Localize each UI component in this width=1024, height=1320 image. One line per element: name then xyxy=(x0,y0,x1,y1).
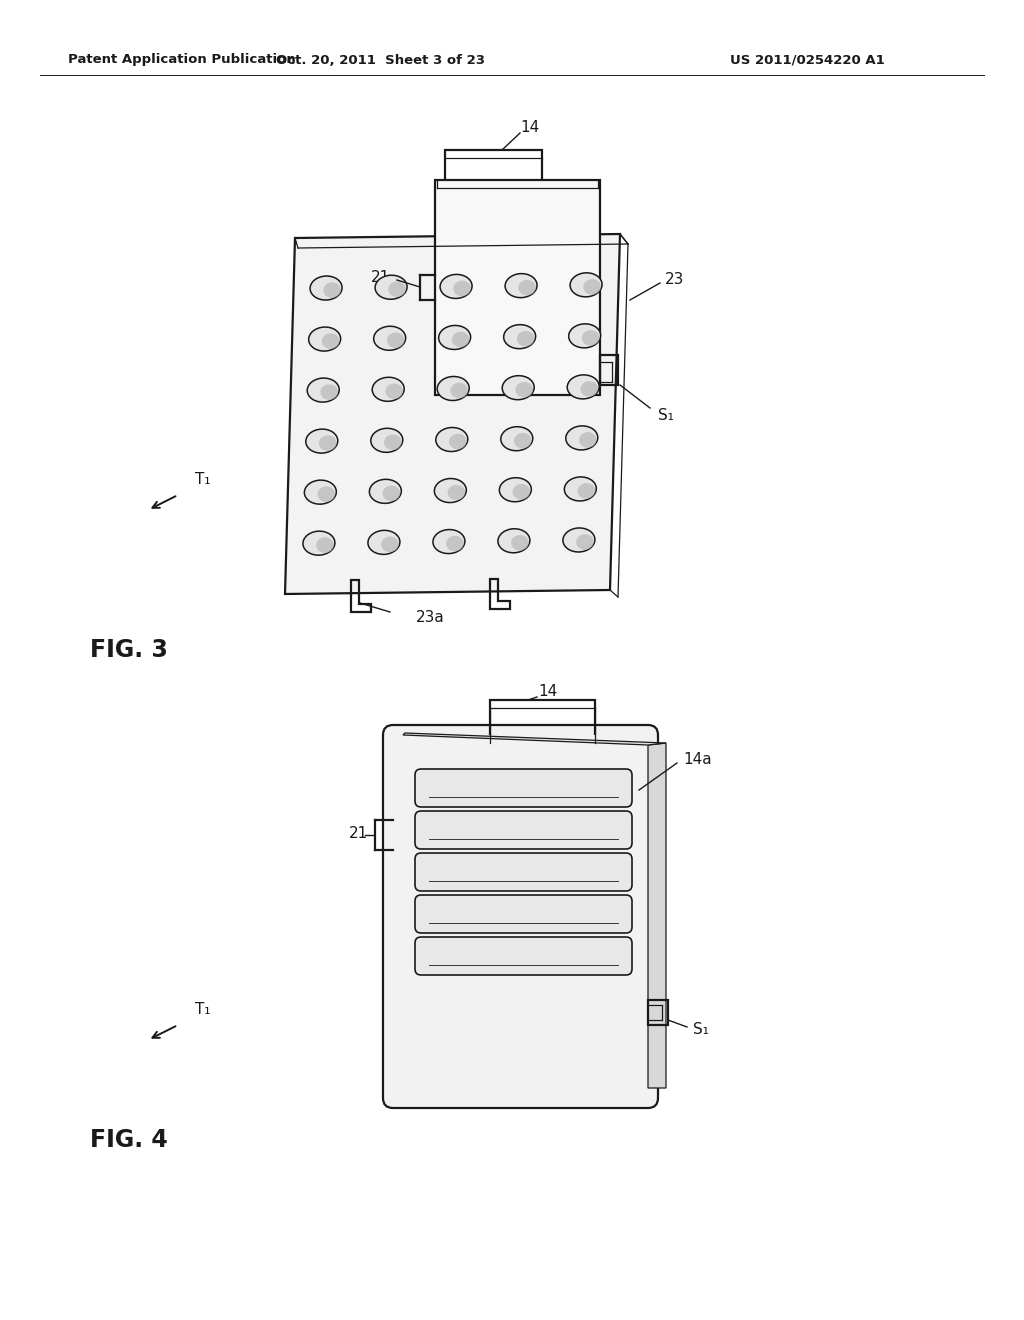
FancyBboxPatch shape xyxy=(415,810,632,849)
Ellipse shape xyxy=(308,327,341,351)
Text: FIG. 3: FIG. 3 xyxy=(90,638,168,663)
Ellipse shape xyxy=(570,273,602,297)
Text: 14: 14 xyxy=(539,685,558,700)
Ellipse shape xyxy=(502,376,535,400)
Ellipse shape xyxy=(584,279,601,294)
Ellipse shape xyxy=(501,426,532,450)
Polygon shape xyxy=(648,743,666,1088)
Ellipse shape xyxy=(451,383,468,399)
Text: S₁: S₁ xyxy=(658,408,674,422)
Ellipse shape xyxy=(511,535,528,550)
Ellipse shape xyxy=(324,282,341,298)
Text: FIG. 4: FIG. 4 xyxy=(90,1129,168,1152)
Ellipse shape xyxy=(322,333,339,348)
Text: 14a: 14a xyxy=(683,752,712,767)
Ellipse shape xyxy=(449,434,467,449)
Ellipse shape xyxy=(385,384,403,399)
Ellipse shape xyxy=(316,537,334,553)
Ellipse shape xyxy=(433,529,465,553)
Text: 23: 23 xyxy=(665,272,684,288)
Ellipse shape xyxy=(381,536,398,552)
Ellipse shape xyxy=(373,378,404,401)
Ellipse shape xyxy=(577,535,594,549)
FancyBboxPatch shape xyxy=(415,853,632,891)
Text: 14: 14 xyxy=(520,120,540,136)
FancyBboxPatch shape xyxy=(415,937,632,975)
Ellipse shape xyxy=(447,484,465,500)
Ellipse shape xyxy=(566,426,598,450)
Ellipse shape xyxy=(383,486,400,502)
Ellipse shape xyxy=(515,381,534,397)
Text: T₁: T₁ xyxy=(195,473,211,487)
Text: T₁: T₁ xyxy=(195,1002,211,1018)
Ellipse shape xyxy=(518,280,536,296)
Ellipse shape xyxy=(371,428,402,453)
Ellipse shape xyxy=(374,326,406,350)
Ellipse shape xyxy=(452,331,469,347)
Ellipse shape xyxy=(582,330,599,346)
Ellipse shape xyxy=(370,479,401,503)
Text: 23a: 23a xyxy=(416,610,444,626)
FancyBboxPatch shape xyxy=(383,725,658,1107)
Text: 21: 21 xyxy=(371,271,390,285)
Ellipse shape xyxy=(384,434,401,450)
Ellipse shape xyxy=(578,483,595,499)
Text: Oct. 20, 2011  Sheet 3 of 23: Oct. 20, 2011 Sheet 3 of 23 xyxy=(275,54,484,66)
Ellipse shape xyxy=(306,429,338,453)
Ellipse shape xyxy=(387,333,404,348)
Ellipse shape xyxy=(438,326,471,350)
Ellipse shape xyxy=(563,528,595,552)
Polygon shape xyxy=(435,180,600,395)
Ellipse shape xyxy=(440,275,472,298)
FancyBboxPatch shape xyxy=(415,770,632,807)
Ellipse shape xyxy=(500,478,531,502)
Ellipse shape xyxy=(498,529,529,553)
Ellipse shape xyxy=(513,484,530,499)
Ellipse shape xyxy=(581,381,598,397)
Ellipse shape xyxy=(514,433,531,449)
Ellipse shape xyxy=(436,428,468,451)
Ellipse shape xyxy=(505,273,537,297)
Ellipse shape xyxy=(368,531,400,554)
Ellipse shape xyxy=(304,480,336,504)
Ellipse shape xyxy=(564,477,596,502)
Ellipse shape xyxy=(317,486,335,502)
Ellipse shape xyxy=(446,536,464,552)
Ellipse shape xyxy=(434,479,466,503)
Ellipse shape xyxy=(375,276,408,300)
Ellipse shape xyxy=(319,436,337,451)
Ellipse shape xyxy=(567,375,599,399)
FancyBboxPatch shape xyxy=(415,895,632,933)
Ellipse shape xyxy=(310,276,342,300)
Ellipse shape xyxy=(321,384,338,400)
Ellipse shape xyxy=(504,325,536,348)
Ellipse shape xyxy=(579,432,597,447)
Ellipse shape xyxy=(517,331,535,346)
Text: S₁: S₁ xyxy=(693,1023,709,1038)
Text: Patent Application Publication: Patent Application Publication xyxy=(68,54,296,66)
Ellipse shape xyxy=(454,281,471,296)
Ellipse shape xyxy=(388,281,406,297)
Polygon shape xyxy=(403,733,666,744)
Ellipse shape xyxy=(307,378,339,403)
Ellipse shape xyxy=(437,376,469,400)
Text: 21: 21 xyxy=(349,825,368,841)
Polygon shape xyxy=(285,234,620,594)
Ellipse shape xyxy=(303,531,335,556)
Text: US 2011/0254220 A1: US 2011/0254220 A1 xyxy=(730,54,885,66)
Ellipse shape xyxy=(568,323,601,348)
